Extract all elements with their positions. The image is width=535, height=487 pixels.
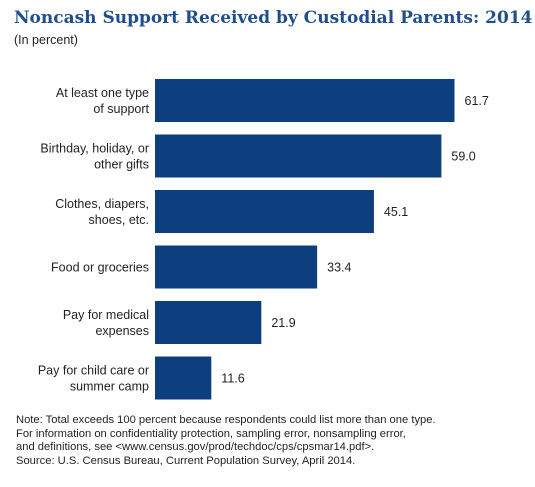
- value-label: 21.9: [271, 316, 295, 330]
- category-label: Clothes, diapers,: [55, 197, 149, 211]
- value-label: 61.7: [465, 94, 489, 108]
- category-label: Birthday, holiday, or: [40, 142, 149, 156]
- category-label: shoes, etc.: [89, 213, 149, 227]
- category-label: At least one type: [56, 86, 149, 100]
- chart-notes: Note: Total exceeds 100 percent because …: [16, 414, 526, 468]
- value-label: 11.6: [221, 372, 244, 386]
- bar: [155, 79, 455, 122]
- category-label: other gifts: [94, 158, 149, 172]
- category-label: Food or groceries: [51, 261, 149, 275]
- note-line: and definitions, see <www.census.gov/pro…: [16, 441, 375, 454]
- note-line: For information on confidentiality prote…: [16, 427, 406, 440]
- bar: [155, 190, 374, 233]
- category-label: summer camp: [70, 380, 149, 394]
- bar: [155, 301, 262, 344]
- category-label: Pay for medical: [63, 308, 149, 322]
- source-line: Source: U.S. Census Bureau, Current Popu…: [16, 454, 356, 467]
- value-label: 33.4: [327, 261, 351, 275]
- bar: [155, 245, 318, 289]
- bar-chart: At least one type of support 61.7 Birthday,…: [38, 79, 489, 400]
- chart-title: Noncash Support Received by Custodial Pa…: [14, 8, 533, 28]
- value-label: 59.0: [451, 150, 475, 164]
- chart-subtitle: (In percent): [14, 33, 78, 47]
- category-label: of support: [93, 102, 149, 116]
- bar: [155, 356, 212, 400]
- category-label: Pay for child care or: [38, 364, 149, 378]
- value-label: 45.1: [384, 205, 408, 219]
- bar: [155, 134, 442, 178]
- category-label: expenses: [95, 324, 149, 338]
- note-line: Note: Total exceeds 100 percent because …: [16, 414, 436, 426]
